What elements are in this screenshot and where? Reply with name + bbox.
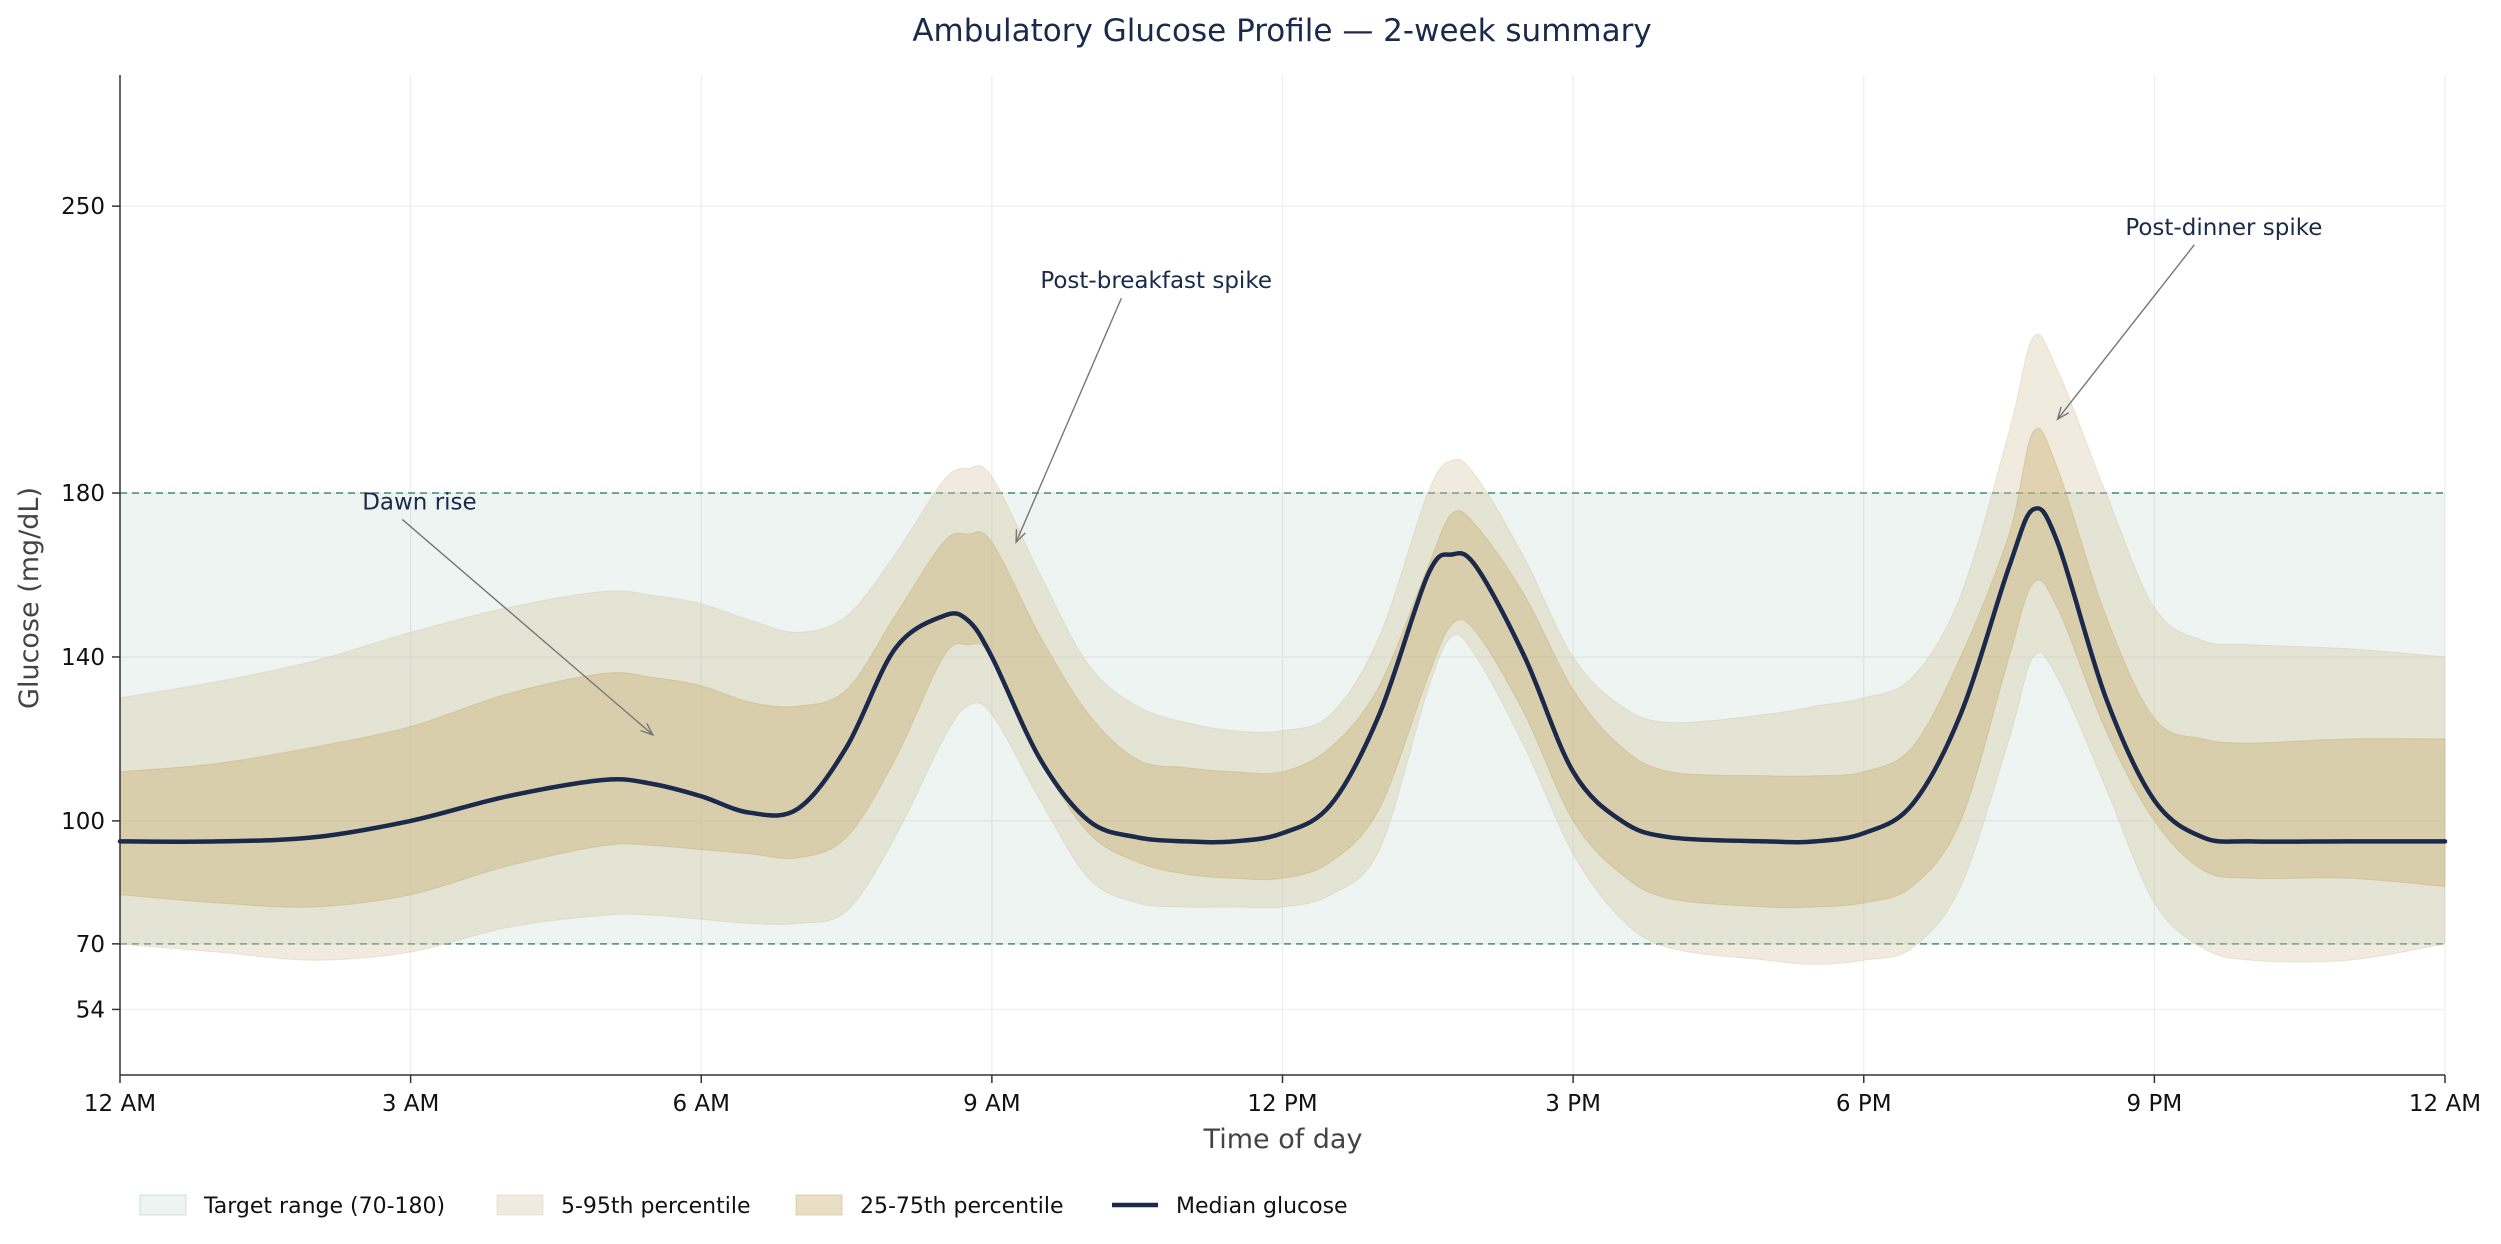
- y-tick-label-4: 180: [61, 481, 105, 507]
- target-range-fill: [120, 493, 2445, 944]
- x-tick-label-0: 12 AM: [84, 1091, 156, 1117]
- annotations: Dawn rise Post-breakfast spike Post-dinner…: [362, 215, 2322, 737]
- annotation-arrow-0: [401, 518, 654, 736]
- annotation-arrow-1: [1015, 297, 1123, 543]
- x-tick-label-3: 9 AM: [963, 1091, 1021, 1117]
- median-line-group: [117, 506, 2448, 845]
- annotation-text-0: Dawn rise: [362, 489, 476, 515]
- annotation-arrow-2: [2056, 244, 2195, 420]
- x-tick-label-1: 3 AM: [382, 1091, 440, 1117]
- x-axis-ticks: 12 AM 3 AM 6 AM 9 AM 12 PM 3 PM 6 PM 9 PM 12 AM: [84, 1075, 2481, 1117]
- x-tick-label-8: 12 AM: [2409, 1091, 2481, 1117]
- x-tick-label-7: 9 PM: [2127, 1091, 2183, 1117]
- x-tick-label-2: 6 AM: [672, 1091, 730, 1117]
- annotation-arrowhead-1: [1015, 529, 1026, 544]
- y-tick-label-1: 70: [76, 932, 105, 958]
- x-tick-label-5: 3 PM: [1545, 1091, 1601, 1117]
- target-range-band: [120, 492, 2445, 945]
- legend-label-1: 5-95th percentile: [561, 1194, 751, 1219]
- x-axis-label: Time of day: [1203, 1124, 1363, 1155]
- y-tick-label-2: 100: [61, 809, 105, 835]
- y-tick-label-3: 140: [61, 645, 105, 671]
- y-tick-label-5: 250: [61, 194, 105, 220]
- legend: Target range (70-180) 5-95th percentile 25…: [139, 1194, 1348, 1219]
- legend-label-0: Target range (70-180): [203, 1194, 445, 1219]
- legend-swatch-2: [795, 1194, 843, 1216]
- legend-label-3: Median glucose: [1176, 1194, 1348, 1219]
- annotation-text-2: Post-dinner spike: [2125, 215, 2322, 241]
- y-axis-label: Glucose (mg/dL): [14, 487, 45, 709]
- y-axis-ticks: 54 70 100 140 180 250: [61, 194, 120, 1023]
- x-tick-label-4: 12 PM: [1247, 1091, 1317, 1117]
- legend-swatch-1: [496, 1194, 544, 1216]
- y-tick-label-0: 54: [76, 997, 105, 1023]
- chart-title: Ambulatory Glucose Profile — 2-week summ…: [912, 13, 1651, 49]
- legend-swatch-0: [139, 1194, 187, 1216]
- legend-label-2: 25-75th percentile: [860, 1194, 1064, 1219]
- annotation-arrowhead-2: [2056, 406, 2070, 421]
- median-glucose-line: [117, 506, 2448, 845]
- annotation-text-1: Post-breakfast spike: [1040, 268, 1272, 294]
- band-5-95-percentile: [119, 333, 2446, 965]
- annotation-arrowhead-0: [640, 722, 655, 737]
- x-tick-label-6: 6 PM: [1836, 1091, 1892, 1117]
